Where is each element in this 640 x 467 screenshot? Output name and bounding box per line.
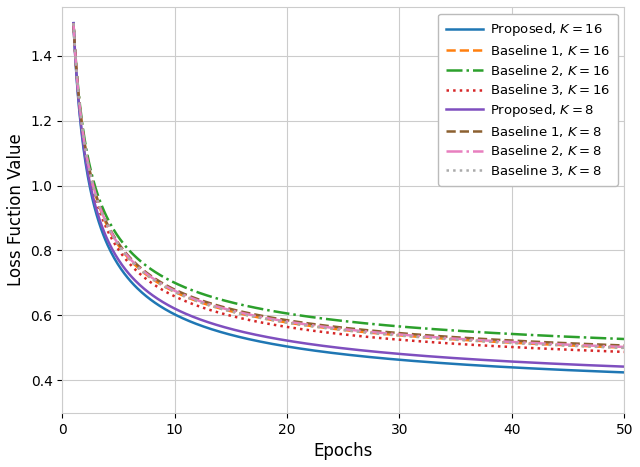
Line: Proposed, $K = 16$: Proposed, $K = 16$ xyxy=(74,23,624,372)
Baseline 1, $K = 16$ xyxy=(620,345,628,350)
Proposed, $K = 16$ xyxy=(620,369,628,375)
Baseline 3, $K = 8$ xyxy=(397,333,405,339)
Y-axis label: Loss Fuction Value: Loss Fuction Value xyxy=(7,134,25,286)
Baseline 3, $K = 8$ xyxy=(620,345,628,351)
Baseline 2, $K = 8$ xyxy=(332,325,339,331)
Baseline 3, $K = 8$ xyxy=(521,341,529,347)
Baseline 1, $K = 16$ xyxy=(607,344,615,350)
Baseline 3, $K = 16$ xyxy=(332,331,339,336)
Proposed, $K = 16$ xyxy=(397,357,405,363)
Baseline 2, $K = 8$ xyxy=(521,340,529,346)
Baseline 2, $K = 16$ xyxy=(521,332,529,338)
Line: Baseline 2, $K = 8$: Baseline 2, $K = 8$ xyxy=(74,23,624,347)
Baseline 1, $K = 16$ xyxy=(70,21,77,26)
Baseline 1, $K = 8$ xyxy=(367,328,375,333)
Proposed, $K = 16$ xyxy=(335,351,342,356)
Baseline 2, $K = 16$ xyxy=(607,336,615,341)
Baseline 1, $K = 16$ xyxy=(335,326,342,332)
Proposed, $K = 8$ xyxy=(620,364,628,369)
Baseline 1, $K = 16$ xyxy=(397,333,405,338)
Proposed, $K = 8$ xyxy=(332,345,339,350)
Baseline 3, $K = 8$ xyxy=(70,21,77,26)
Baseline 3, $K = 16$ xyxy=(620,349,628,355)
Baseline 1, $K = 8$ xyxy=(620,343,628,348)
Baseline 2, $K = 16$ xyxy=(335,318,342,323)
Proposed, $K = 8$ xyxy=(70,21,77,26)
Baseline 2, $K = 16$ xyxy=(332,317,339,323)
Baseline 3, $K = 8$ xyxy=(367,330,375,336)
Baseline 3, $K = 16$ xyxy=(607,348,615,354)
Baseline 3, $K = 16$ xyxy=(521,345,529,351)
Baseline 2, $K = 8$ xyxy=(70,21,77,26)
Baseline 2, $K = 8$ xyxy=(367,329,375,335)
Baseline 1, $K = 8$ xyxy=(332,324,339,330)
Baseline 3, $K = 8$ xyxy=(607,345,615,350)
Baseline 2, $K = 8$ xyxy=(620,344,628,350)
Line: Baseline 3, $K = 16$: Baseline 3, $K = 16$ xyxy=(74,23,624,352)
Baseline 1, $K = 16$ xyxy=(332,326,339,332)
Baseline 2, $K = 16$ xyxy=(70,21,77,26)
Line: Baseline 2, $K = 16$: Baseline 2, $K = 16$ xyxy=(74,23,624,339)
Baseline 1, $K = 8$ xyxy=(397,331,405,336)
Baseline 3, $K = 16$ xyxy=(335,331,342,337)
Baseline 3, $K = 8$ xyxy=(335,327,342,333)
Line: Baseline 3, $K = 8$: Baseline 3, $K = 8$ xyxy=(74,23,624,348)
Baseline 2, $K = 8$ xyxy=(335,326,342,332)
Legend: Proposed, $K = 16$, Baseline 1, $K = 16$, Baseline 2, $K = 16$, Baseline 3, $K =: Proposed, $K = 16$, Baseline 1, $K = 16$… xyxy=(438,14,618,186)
Baseline 2, $K = 16$ xyxy=(620,336,628,342)
Baseline 1, $K = 8$ xyxy=(335,325,342,330)
Proposed, $K = 8$ xyxy=(367,348,375,354)
Baseline 2, $K = 8$ xyxy=(397,332,405,338)
Line: Baseline 1, $K = 16$: Baseline 1, $K = 16$ xyxy=(74,23,624,347)
Baseline 3, $K = 16$ xyxy=(70,21,77,26)
Line: Proposed, $K = 8$: Proposed, $K = 8$ xyxy=(74,23,624,367)
Proposed, $K = 8$ xyxy=(397,351,405,357)
X-axis label: Epochs: Epochs xyxy=(314,442,373,460)
Baseline 3, $K = 8$ xyxy=(332,326,339,332)
Proposed, $K = 16$ xyxy=(70,21,77,26)
Baseline 1, $K = 16$ xyxy=(521,340,529,346)
Proposed, $K = 16$ xyxy=(521,365,529,371)
Baseline 1, $K = 16$ xyxy=(367,330,375,336)
Baseline 3, $K = 16$ xyxy=(367,334,375,340)
Baseline 3, $K = 16$ xyxy=(397,337,405,343)
Baseline 2, $K = 8$ xyxy=(607,344,615,349)
Baseline 2, $K = 16$ xyxy=(397,324,405,329)
Proposed, $K = 16$ xyxy=(607,369,615,375)
Proposed, $K = 8$ xyxy=(335,345,342,351)
Baseline 2, $K = 16$ xyxy=(367,321,375,327)
Baseline 1, $K = 8$ xyxy=(70,21,77,26)
Proposed, $K = 16$ xyxy=(367,354,375,360)
Proposed, $K = 8$ xyxy=(607,363,615,369)
Baseline 1, $K = 8$ xyxy=(607,342,615,348)
Line: Baseline 1, $K = 8$: Baseline 1, $K = 8$ xyxy=(74,23,624,346)
Baseline 1, $K = 8$ xyxy=(521,339,529,344)
Proposed, $K = 8$ xyxy=(521,360,529,365)
Proposed, $K = 16$ xyxy=(332,350,339,356)
